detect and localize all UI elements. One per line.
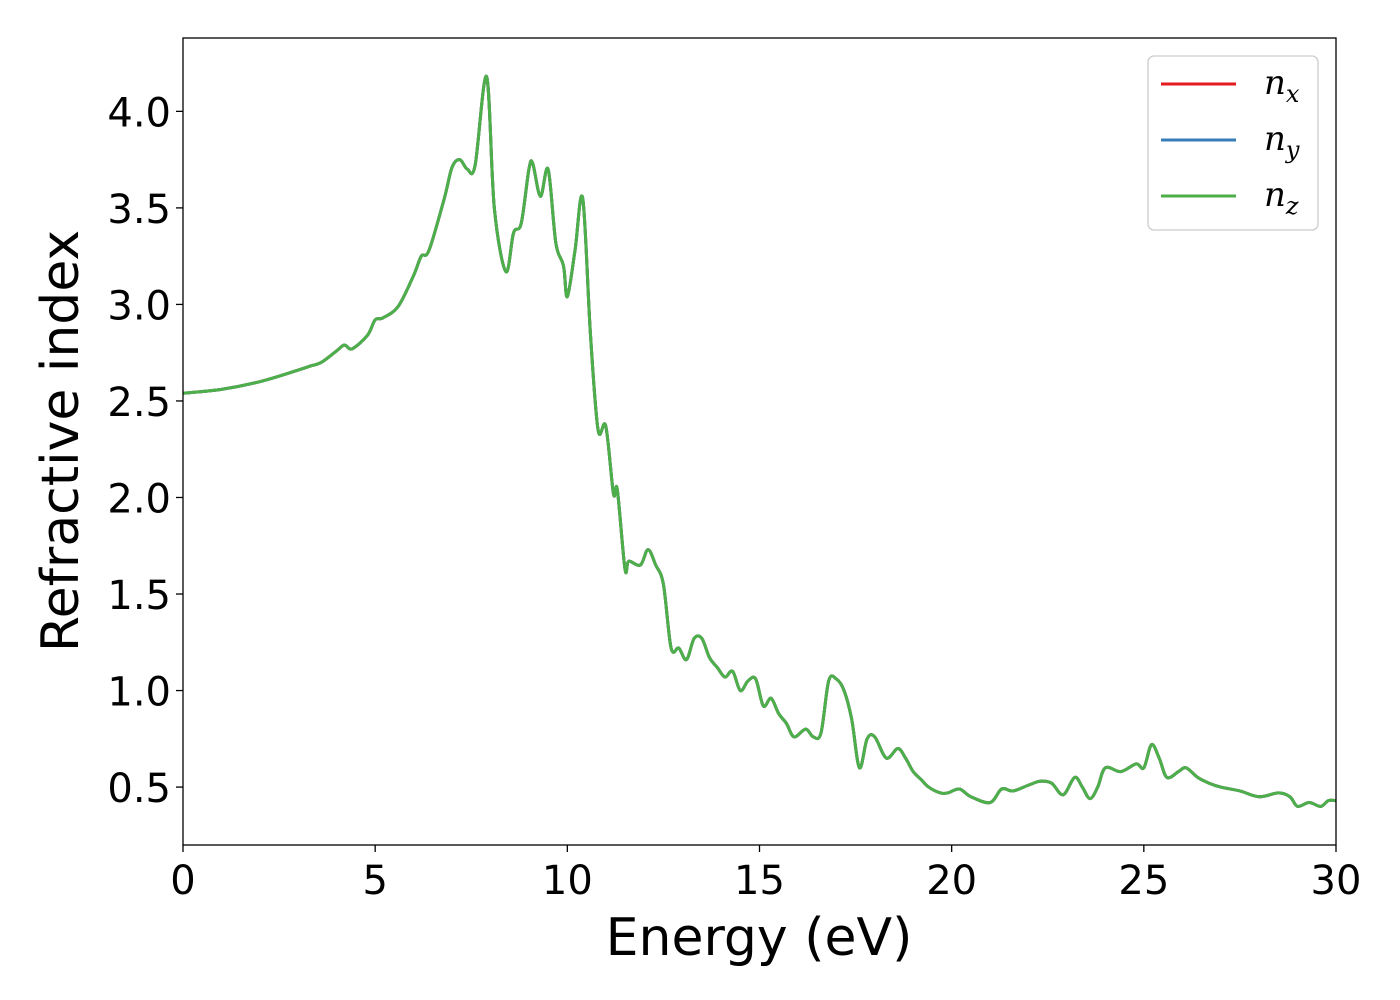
x-tick-label: 15 [734, 858, 785, 904]
x-tick-label: 30 [1311, 858, 1362, 904]
legend: nx ny nz [1147, 55, 1319, 231]
y-tick-label: 1.5 [107, 573, 171, 619]
y-tick-label: 2.0 [107, 476, 171, 522]
x-axis-label: Energy (eV) [606, 908, 913, 968]
y-tick-label: 3.0 [107, 283, 171, 329]
y-tick-label: 0.5 [107, 766, 171, 812]
series-line-n-z [183, 75, 1336, 808]
y-tick-label: 3.5 [107, 187, 171, 233]
legend-label-n-z: nz [1264, 175, 1299, 220]
y-tick-label: 2.5 [107, 380, 171, 426]
series-curves [183, 75, 1336, 808]
legend-label-n-x: nx [1264, 63, 1300, 108]
x-axis-ticks: 0 5 10 15 20 25 30 [170, 845, 1361, 904]
y-axis-ticks: 0.5 1.0 1.5 2.0 2.5 3.0 3.5 4.0 [107, 90, 183, 812]
x-tick-label: 5 [362, 858, 387, 904]
y-axis-label: Refractive index [31, 230, 91, 652]
legend-label-n-y: ny [1264, 119, 1300, 164]
legend-box [1147, 55, 1319, 231]
x-tick-label: 0 [170, 858, 195, 904]
x-tick-label: 25 [1118, 858, 1169, 904]
x-tick-label: 10 [542, 858, 593, 904]
y-tick-label: 4.0 [107, 90, 171, 136]
y-tick-label: 1.0 [107, 670, 171, 716]
x-tick-label: 20 [926, 858, 977, 904]
